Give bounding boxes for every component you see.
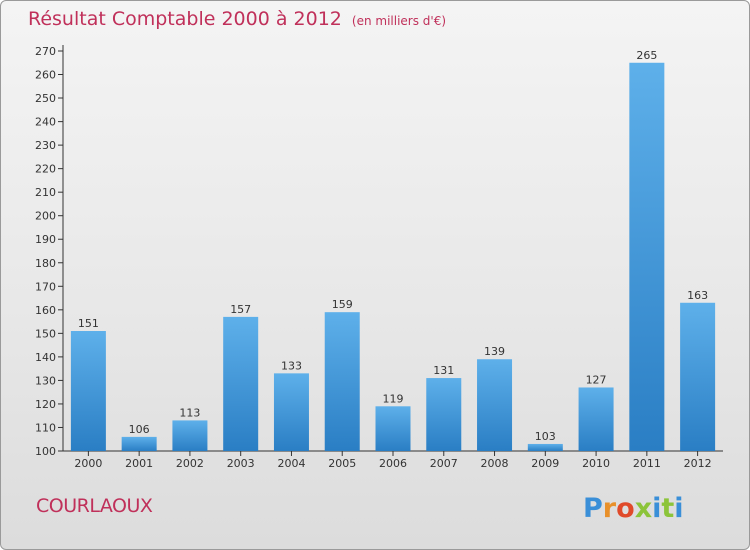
bar bbox=[223, 316, 259, 451]
chart-title-text: Résultat Comptable 2000 à 2012 bbox=[28, 8, 342, 30]
logo-letter: o bbox=[616, 493, 635, 524]
chart-title: Résultat Comptable 2000 à 2012 (en millie… bbox=[28, 8, 446, 30]
x-tick-label: 2003 bbox=[227, 457, 255, 470]
logo-letter: t bbox=[661, 493, 675, 524]
bar bbox=[477, 359, 513, 451]
x-tick-label: 2006 bbox=[379, 457, 407, 470]
bar-value-label: 163 bbox=[687, 289, 708, 302]
chart-subtitle: (en milliers d'€) bbox=[351, 14, 447, 28]
x-tick-label: 2001 bbox=[125, 457, 153, 470]
bar-value-label: 113 bbox=[179, 406, 200, 419]
y-tick-label: 150 bbox=[35, 327, 56, 340]
bar-value-label: 106 bbox=[129, 423, 150, 436]
x-tick-label: 2009 bbox=[531, 457, 559, 470]
x-tick-label: 2012 bbox=[684, 457, 712, 470]
x-tick-label: 2004 bbox=[277, 457, 305, 470]
y-tick-label: 230 bbox=[35, 139, 56, 152]
bar-value-label: 103 bbox=[535, 430, 556, 443]
y-tick-label: 130 bbox=[35, 374, 56, 387]
bar-value-label: 131 bbox=[433, 364, 454, 377]
logo-letter: i bbox=[652, 493, 662, 524]
chart-bars bbox=[70, 62, 716, 451]
y-tick-label: 250 bbox=[35, 92, 56, 105]
y-tick-label: 140 bbox=[35, 351, 56, 364]
bar bbox=[375, 406, 411, 451]
logo-letter: x bbox=[634, 493, 653, 524]
x-tick-label: 2011 bbox=[633, 457, 661, 470]
y-tick-label: 120 bbox=[35, 398, 56, 411]
y-tick-label: 260 bbox=[35, 69, 56, 82]
town-name: COURLAOUX bbox=[36, 495, 153, 517]
bar-value-label: 133 bbox=[281, 359, 302, 372]
y-tick-label: 110 bbox=[35, 421, 56, 434]
logo-letter: i bbox=[674, 493, 684, 524]
y-tick-label: 170 bbox=[35, 280, 56, 293]
logo-letter: r bbox=[602, 493, 617, 524]
bar bbox=[578, 387, 614, 451]
y-tick-label: 210 bbox=[35, 186, 56, 199]
bar bbox=[527, 443, 563, 451]
x-tick-label: 2010 bbox=[582, 457, 610, 470]
y-tick-label: 270 bbox=[35, 45, 56, 58]
y-tick-label: 200 bbox=[35, 210, 56, 223]
bar bbox=[680, 302, 716, 451]
bar-value-label: 119 bbox=[383, 392, 404, 405]
y-tick-label: 240 bbox=[35, 116, 56, 129]
bar-value-label: 157 bbox=[230, 303, 251, 316]
bar bbox=[121, 436, 157, 451]
x-tick-label: 2008 bbox=[481, 457, 509, 470]
x-tick-label: 2000 bbox=[74, 457, 102, 470]
bar bbox=[70, 331, 106, 451]
bar-value-label: 159 bbox=[332, 298, 353, 311]
y-tick-label: 180 bbox=[35, 257, 56, 270]
y-tick-label: 190 bbox=[35, 233, 56, 246]
bar bbox=[629, 62, 665, 451]
bar-value-label: 127 bbox=[586, 373, 607, 386]
logo-letter: P bbox=[583, 493, 603, 524]
bar-value-label: 265 bbox=[636, 49, 657, 62]
bar bbox=[324, 312, 360, 451]
bar-value-label: 139 bbox=[484, 345, 505, 358]
x-tick-label: 2005 bbox=[328, 457, 356, 470]
y-tick-label: 220 bbox=[35, 163, 56, 176]
y-tick-label: 160 bbox=[35, 304, 56, 317]
x-tick-label: 2007 bbox=[430, 457, 458, 470]
bar bbox=[426, 378, 462, 451]
chart-labels: 100 110 120 130 140 150 160 170 180 190 200 210 220 2… bbox=[35, 45, 712, 470]
bar-value-label: 151 bbox=[78, 317, 99, 330]
y-tick-label: 100 bbox=[35, 445, 56, 458]
x-tick-label: 2002 bbox=[176, 457, 204, 470]
bar bbox=[172, 420, 208, 451]
bar bbox=[273, 373, 309, 451]
